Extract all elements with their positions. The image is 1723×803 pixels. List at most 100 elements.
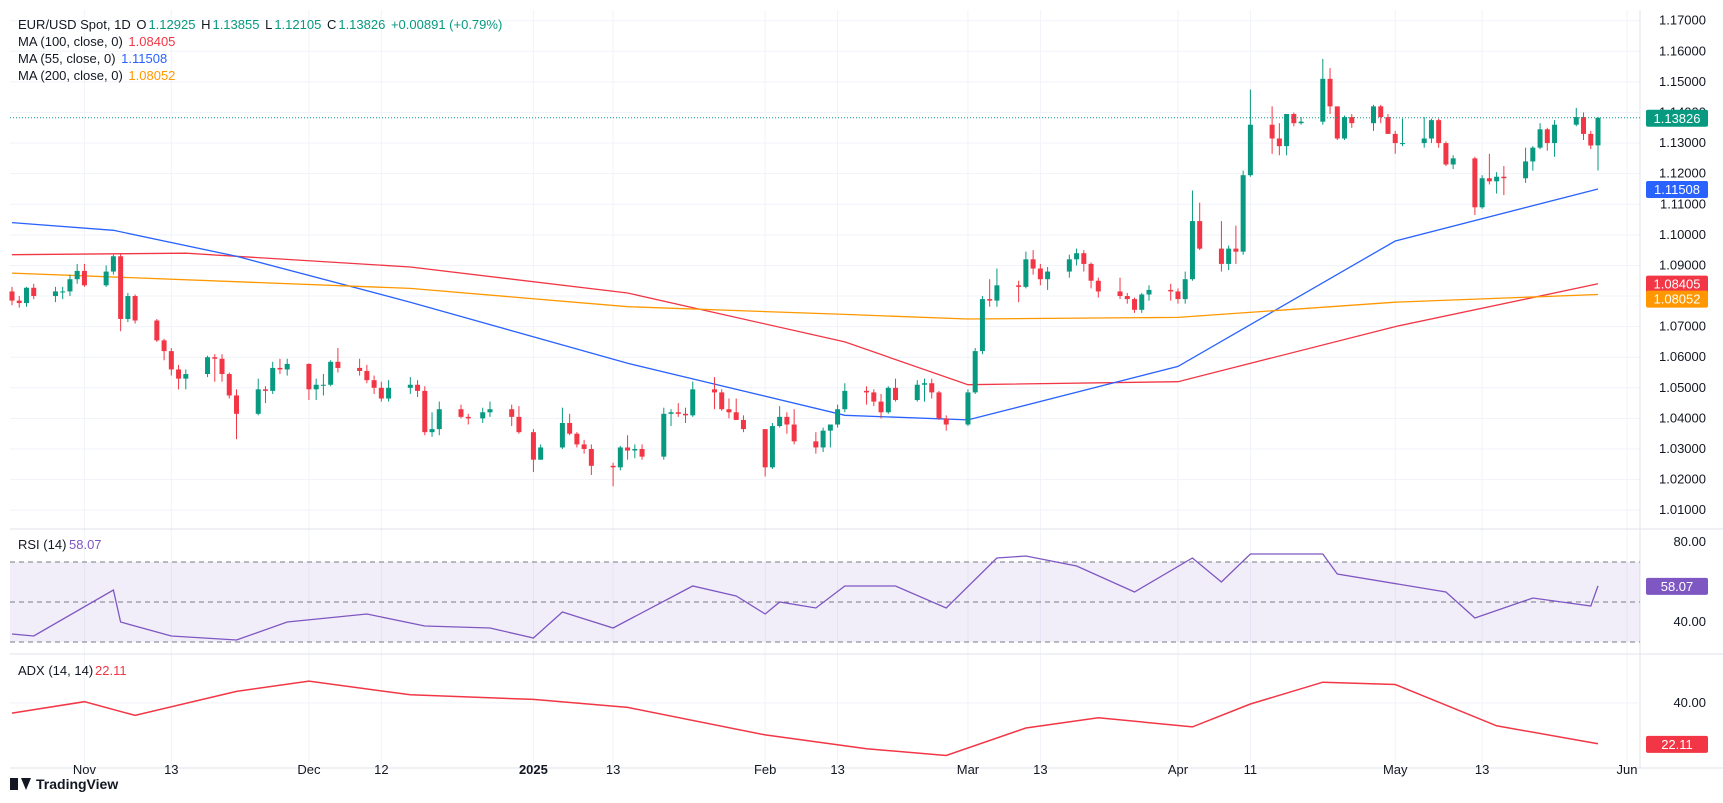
candle-body: [1428, 120, 1434, 139]
candle: [1074, 248, 1080, 266]
candle: [176, 364, 182, 390]
candle: [1247, 89, 1253, 177]
candle: [436, 401, 442, 436]
candle: [386, 380, 392, 402]
candle: [1327, 68, 1333, 115]
candle-body: [226, 374, 232, 396]
x-tick-label: 11: [1244, 762, 1258, 777]
ma55-label: MA (55, close, 0): [18, 51, 116, 66]
candle-body: [465, 416, 471, 419]
candle-body: [929, 383, 935, 393]
candle: [965, 389, 971, 427]
candle: [234, 389, 240, 440]
candle: [994, 268, 1000, 307]
candle: [378, 381, 384, 402]
rsi-line: [11, 553, 1599, 641]
candle-body: [205, 357, 211, 375]
candle-body: [639, 448, 645, 457]
open-value: 1.12925: [148, 17, 196, 32]
candle: [1276, 123, 1282, 156]
candle: [1182, 271, 1188, 304]
candle-body: [81, 270, 87, 286]
candle-body: [270, 367, 276, 391]
candle-body: [1436, 120, 1442, 144]
candle-body: [74, 270, 80, 280]
candle: [581, 439, 587, 454]
candle-body: [1045, 271, 1051, 280]
ma200-badge: 1.08052: [1654, 292, 1701, 307]
ma200-legend[interactable]: MA (200, close, 0) 1.08052: [18, 68, 177, 83]
ma55-legend[interactable]: MA (55, close, 0) 1.11508: [18, 51, 169, 66]
x-tick-label: 12: [374, 762, 388, 777]
candle: [972, 348, 978, 394]
rsi-badge: 58.07: [1661, 579, 1694, 594]
candle-body: [1189, 221, 1195, 280]
candle: [719, 389, 725, 411]
candle: [103, 265, 109, 287]
last-price-badge-bg: [1646, 109, 1708, 127]
x-tick-label: May: [1383, 762, 1408, 777]
candle-body: [762, 429, 768, 468]
candle: [1233, 225, 1239, 264]
tradingview-logo-icon: [10, 778, 31, 790]
candle-body: [864, 390, 870, 393]
ma100-legend[interactable]: MA (100, close, 0) 1.08405: [18, 34, 177, 49]
adx-value: 22.11: [95, 663, 127, 678]
candle: [1269, 106, 1275, 154]
candle: [668, 409, 674, 427]
ma55-line: [11, 188, 1599, 421]
candle-body: [538, 447, 544, 460]
candle-body: [1037, 268, 1043, 280]
candle: [110, 254, 116, 275]
candle-body: [436, 409, 442, 430]
candle-body: [1197, 221, 1203, 249]
candle: [943, 415, 949, 431]
candle: [1197, 202, 1203, 251]
candle: [871, 389, 877, 407]
adx-badge: 22.11: [1661, 737, 1693, 752]
candle-body: [1182, 279, 1188, 300]
rsi-tick-label: 40.00: [1673, 614, 1706, 629]
candle-body: [1544, 129, 1550, 144]
ma200-value: 1.08052: [128, 68, 176, 83]
candle-body: [769, 426, 775, 468]
candle-body: [458, 409, 464, 417]
candle-body: [364, 370, 370, 381]
candle-body: [386, 387, 392, 399]
y-tick-label: 1.13000: [1659, 135, 1706, 150]
candle: [1081, 250, 1087, 272]
ma100-value: 1.08405: [128, 34, 176, 49]
candle: [1370, 104, 1376, 131]
candle: [1117, 277, 1123, 300]
candle-body: [1327, 78, 1333, 107]
candle: [9, 286, 15, 306]
ma100-badge: 1.08405: [1654, 277, 1701, 292]
candle-body: [9, 291, 15, 301]
candle: [132, 294, 138, 324]
candle: [306, 363, 312, 401]
candle-body: [31, 287, 37, 297]
candle-body: [1334, 106, 1340, 139]
candle-body: [255, 389, 261, 414]
candle-body: [979, 299, 985, 352]
candle-body: [52, 291, 58, 297]
x-tick-label: 13: [830, 762, 844, 777]
candle: [516, 406, 522, 434]
tradingview-brand[interactable]: TradingView: [10, 776, 118, 792]
candle-body: [581, 444, 587, 449]
candle-body: [1117, 291, 1123, 297]
candle: [675, 403, 681, 417]
candle-body: [234, 395, 240, 414]
candle-body: [1421, 138, 1427, 144]
candle: [1030, 250, 1036, 275]
candle: [154, 318, 160, 342]
candle-body: [168, 351, 174, 370]
candle: [1132, 297, 1138, 313]
candle: [784, 412, 790, 434]
candle: [1581, 112, 1587, 141]
close-label: C: [326, 17, 337, 32]
candle-body: [617, 447, 623, 468]
candle: [1530, 146, 1536, 171]
candle-body: [1342, 117, 1348, 139]
